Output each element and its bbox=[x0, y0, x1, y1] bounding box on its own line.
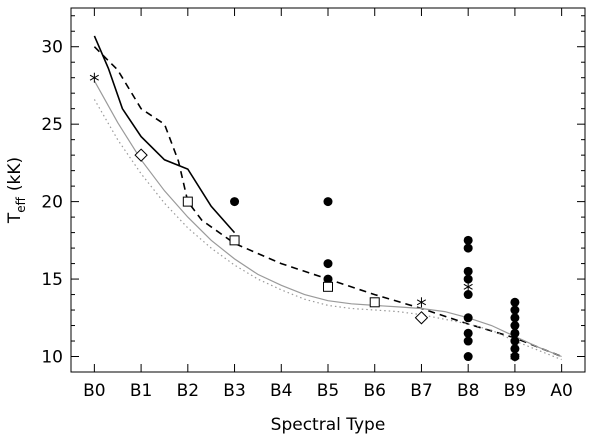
open-square-point bbox=[369, 297, 380, 308]
x-tick-label: B8 bbox=[457, 381, 479, 401]
x-axis-label: Spectral Type bbox=[271, 415, 386, 435]
series-line-solid-black bbox=[93, 35, 236, 234]
asterisk-point bbox=[416, 297, 427, 308]
y-axis-label-main: T bbox=[5, 212, 25, 224]
y-axis-label-unit: (kK) bbox=[5, 157, 25, 191]
filled-circle-point bbox=[463, 266, 473, 276]
filled-circle-point bbox=[510, 313, 520, 323]
x-tick-label: B1 bbox=[130, 381, 152, 401]
x-tick-label: A0 bbox=[550, 381, 572, 401]
plot-lines bbox=[93, 35, 562, 361]
filled-circle-point bbox=[510, 305, 520, 315]
filled-circle-point bbox=[463, 352, 473, 362]
filled-circle-point bbox=[323, 274, 333, 284]
x-tick-label: B0 bbox=[83, 381, 105, 401]
y-tick-label: 30 bbox=[41, 38, 63, 58]
y-tick-label: 15 bbox=[41, 270, 63, 290]
y-tick-label: 20 bbox=[41, 193, 63, 213]
filled-circle-point bbox=[230, 197, 240, 207]
x-tick-label: B7 bbox=[410, 381, 432, 401]
y-tick-label: 10 bbox=[41, 348, 63, 368]
filled-circle-point bbox=[510, 328, 520, 338]
filled-circle-point bbox=[510, 344, 520, 354]
x-tick-label: B4 bbox=[270, 381, 292, 401]
asterisk-point bbox=[510, 351, 520, 362]
filled-circle-point bbox=[463, 235, 473, 245]
plot-frame bbox=[70, 7, 586, 373]
filled-circle-point bbox=[463, 328, 473, 338]
series-line-dotted-gray bbox=[93, 99, 562, 361]
open-square-point bbox=[182, 196, 193, 207]
y-axis-label-sub: eff bbox=[14, 196, 28, 212]
filled-circle-point bbox=[463, 243, 473, 253]
filled-circle-point bbox=[323, 259, 333, 269]
x-tick-label: B5 bbox=[317, 381, 339, 401]
asterisk-point bbox=[89, 72, 99, 83]
open-diamond-point bbox=[414, 311, 429, 325]
x-tick-label: B6 bbox=[363, 381, 385, 401]
filled-circle-point bbox=[463, 290, 473, 300]
y-tick-label: 25 bbox=[41, 115, 63, 135]
filled-circle-point bbox=[323, 197, 333, 207]
x-tick-label: B9 bbox=[504, 381, 526, 401]
filled-circle-point bbox=[463, 336, 473, 346]
open-square-point bbox=[229, 235, 240, 246]
open-diamond-point bbox=[134, 148, 148, 162]
y-axis-label: Teff (kK) bbox=[5, 157, 28, 224]
x-axis: B0 B1 B2 B3 B4 B5 B6 B7 B8 B9 A0 bbox=[83, 8, 573, 401]
filled-circle-point bbox=[510, 321, 520, 331]
filled-circle-point bbox=[463, 313, 473, 323]
y-axis: 10 15 20 25 30 bbox=[41, 15, 585, 373]
asterisk-point bbox=[463, 281, 473, 292]
x-tick-label: B2 bbox=[177, 381, 199, 401]
x-tick-label: B3 bbox=[223, 381, 245, 401]
open-square-point bbox=[323, 281, 333, 292]
series-line-dashed-black bbox=[93, 46, 562, 358]
filled-circle-point bbox=[510, 297, 520, 307]
plot-markers bbox=[89, 72, 520, 362]
filled-circle-point bbox=[463, 274, 473, 284]
filled-circle-point bbox=[510, 336, 520, 346]
series-line-solid-gray bbox=[93, 80, 562, 358]
